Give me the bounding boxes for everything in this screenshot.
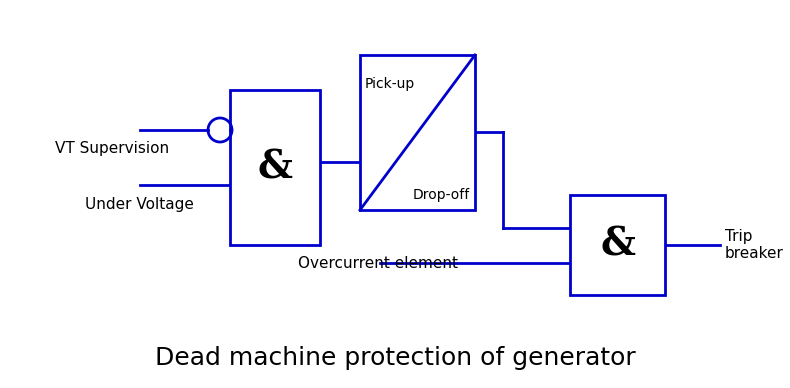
Text: Drop-off: Drop-off [412,188,470,202]
Text: Trip
breaker: Trip breaker [725,229,784,261]
Bar [230,90,320,245]
Text: &: & [600,226,635,264]
Bar [570,195,665,295]
Bar [360,55,475,210]
Text: Pick-up: Pick-up [365,77,416,91]
Text: Under Voltage: Under Voltage [85,197,194,213]
Text: &: & [258,149,292,187]
Text: VT Supervision: VT Supervision [55,140,169,156]
Text: Overcurrent element: Overcurrent element [298,256,458,270]
Text: Dead machine protection of generator: Dead machine protection of generator [155,346,635,370]
